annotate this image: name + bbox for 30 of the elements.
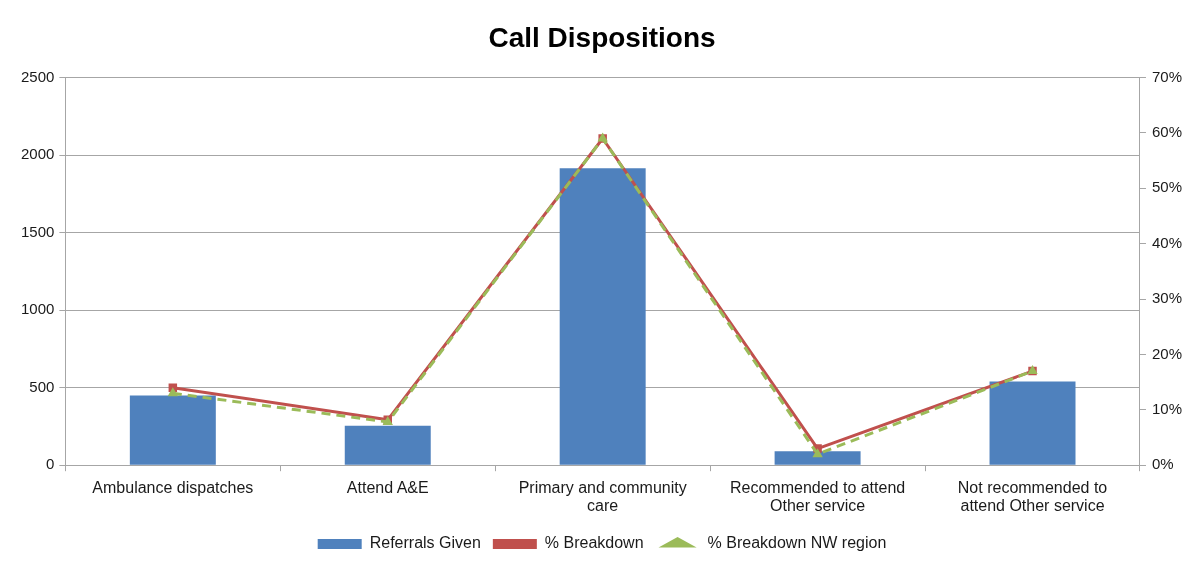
x-tick-label: Not recommended to attend Other service: [957, 478, 1108, 515]
legend-label: % Breakdown NW region: [707, 534, 887, 552]
bar: [129, 395, 216, 465]
y2-tick-label: 70%: [1151, 67, 1183, 85]
x-tick-label: Ambulance dispatches: [92, 478, 254, 496]
y-tick-label: 2500: [20, 67, 55, 85]
y2-tick-label: 0%: [1151, 455, 1174, 473]
point: [167, 387, 179, 397]
y-tick-label: 0: [46, 455, 55, 473]
y2-tick-label: 60%: [1151, 123, 1183, 141]
bar: [559, 168, 646, 465]
y-tick-label: 1000: [20, 300, 55, 318]
chart-title: Call Dispositions: [488, 21, 716, 53]
y2-tick-label: 50%: [1151, 178, 1183, 196]
legend-label: Referrals Given: [369, 534, 481, 552]
bar: [344, 425, 431, 465]
y-tick-label: 2000: [20, 145, 55, 163]
bar: [989, 381, 1076, 465]
y-tick-label: 500: [29, 377, 55, 395]
x-tick-label: Primary and community care: [518, 478, 687, 515]
x-tick-label: Attend A&E: [346, 478, 429, 496]
x-tick-label: Recommended to attend Other service: [729, 478, 906, 515]
y2-tick-label: 40%: [1151, 233, 1183, 251]
legend-label: % Breakdown: [544, 534, 644, 552]
point: [812, 448, 823, 458]
y2-tick-label: 20%: [1151, 344, 1183, 362]
bar: [774, 451, 861, 465]
y2-tick-label: 10%: [1151, 399, 1183, 417]
y2-tick-label: 30%: [1151, 289, 1183, 307]
y-tick-label: 1500: [20, 222, 55, 240]
